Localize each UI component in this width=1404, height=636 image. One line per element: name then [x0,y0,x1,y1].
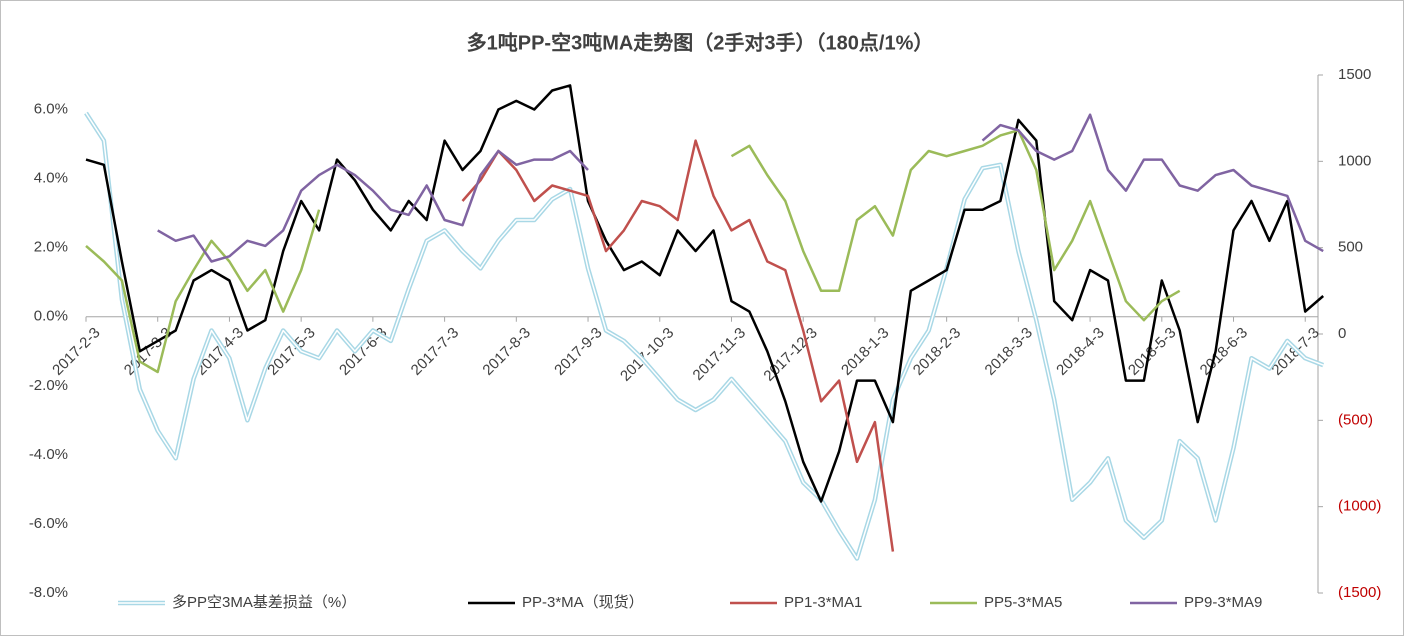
y-tick-label: -6.0% [29,515,68,532]
y-tick-label: 2.0% [34,239,68,256]
legend-label: 多PP空3MA基差损益（%） [172,594,356,611]
y2-tick-label: 0 [1338,325,1346,342]
series-line [85,84,1325,503]
series-line [85,129,1181,374]
y2-tick-label: (1000) [1338,498,1381,515]
legend-label: PP1-3*MA1 [784,594,862,611]
legend-label: PP-3*MA（现货） [522,594,644,611]
y-tick-label: -8.0% [29,584,68,601]
series-line-inner [85,112,1324,560]
y2-tick-label: 1000 [1338,152,1371,169]
y-tick-label: -4.0% [29,446,68,463]
y2-tick-label: (500) [1338,411,1373,428]
y-tick-label: 0.0% [34,308,68,325]
y2-tick-label: (1500) [1338,584,1381,601]
y2-tick-label: 500 [1338,239,1363,256]
series-line [157,113,1324,263]
y-tick-label: -2.0% [29,377,68,394]
chart-title: 多1吨PP-空3吨MA走势图（2手对3手）（180点/1%） [467,30,934,54]
y-tick-label: 4.0% [34,170,68,187]
series-line [461,139,895,552]
y-tick-label: 6.0% [34,101,68,118]
y2-tick-label: 1500 [1338,66,1371,83]
legend-label: PP5-3*MA5 [984,594,1062,611]
legend-label: PP9-3*MA9 [1184,594,1262,611]
